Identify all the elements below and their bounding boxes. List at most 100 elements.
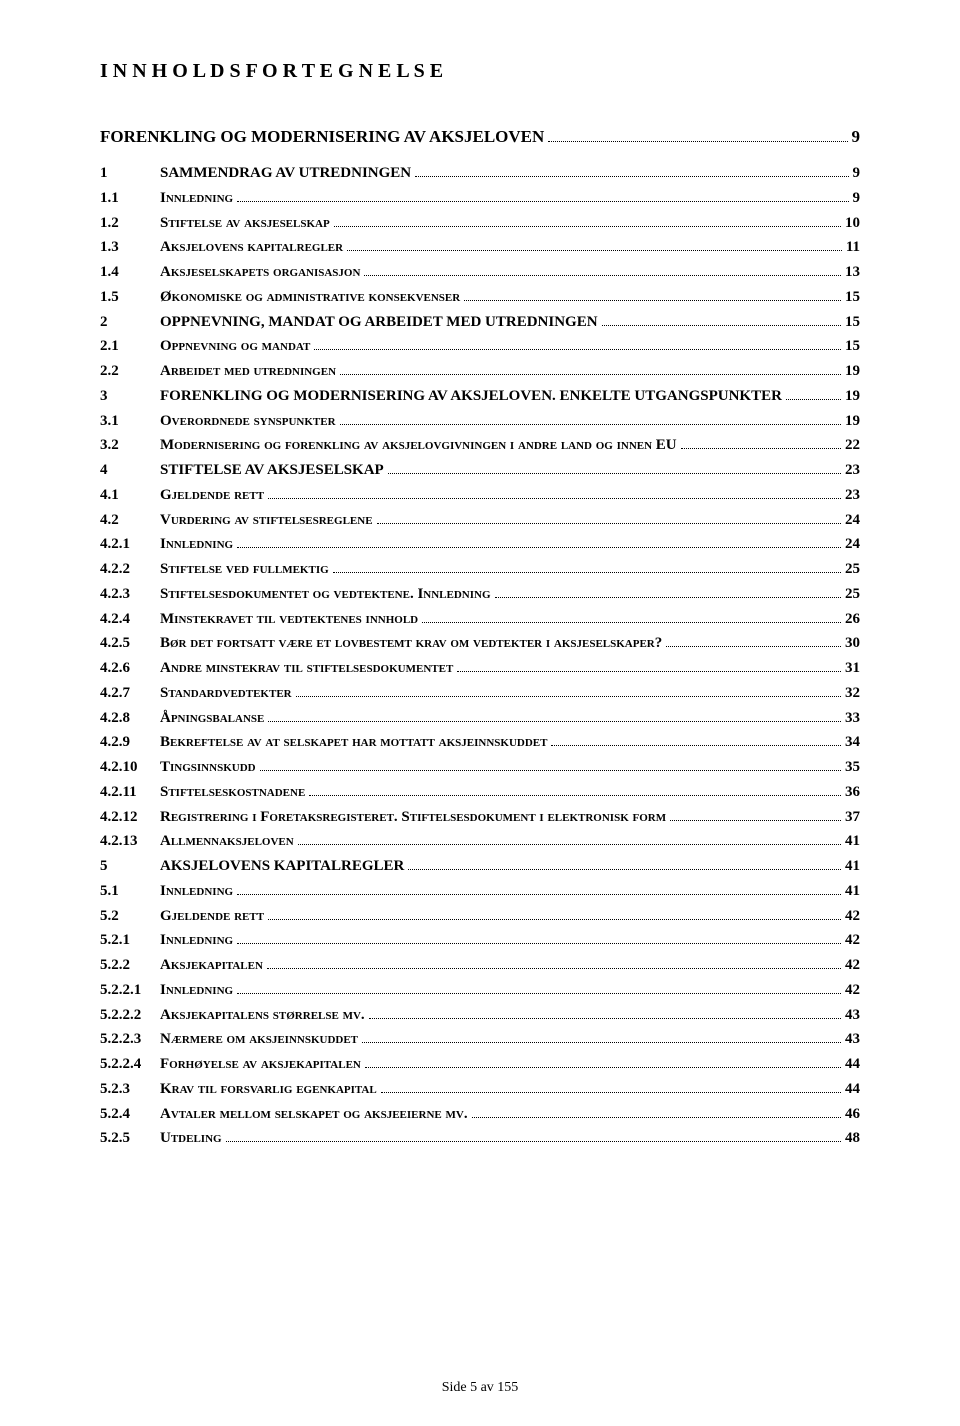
toc-leader — [365, 1067, 841, 1068]
toc-row: 1.3Aksjelovens kapitalregler11 — [100, 235, 860, 260]
toc-leader — [314, 349, 841, 350]
toc-page-number: 36 — [845, 780, 860, 805]
toc-title: Krav til forsvarlig egenkapital — [160, 1077, 377, 1102]
toc-page-number: 35 — [845, 755, 860, 780]
toc-title: Innledning — [160, 186, 233, 211]
toc-number: 5.2.1 — [100, 928, 160, 953]
toc-row: 4.2.13Allmennaksjeloven41 — [100, 829, 860, 854]
toc-row: 4.2.3Stiftelsesdokumentet og vedtektene.… — [100, 582, 860, 607]
toc-row: 1.1Innledning9 — [100, 186, 860, 211]
toc-leader — [237, 993, 841, 994]
toc-row: 4.2.8Åpningsbalanse33 — [100, 706, 860, 731]
toc-row: 5.2.4Avtaler mellom selskapet og aksjeei… — [100, 1102, 860, 1127]
toc-number: 1.3 — [100, 235, 160, 260]
toc-number: 5.2.2.4 — [100, 1052, 160, 1077]
toc-leader — [472, 1117, 841, 1118]
toc-row: 4.2.10Tingsinnskudd35 — [100, 755, 860, 780]
toc-leader — [298, 844, 841, 845]
toc-title: Økonomiske og administrative konsekvense… — [160, 285, 460, 310]
toc-leader — [464, 300, 841, 301]
toc-leader — [340, 374, 841, 375]
toc-leader — [408, 869, 841, 870]
toc-row: 4STIFTELSE AV AKSJESELSKAP23 — [100, 458, 860, 483]
toc-number: 4.2.1 — [100, 532, 160, 557]
toc-leader — [260, 770, 841, 771]
toc-title: Bekreftelse av at selskapet har mottatt … — [160, 730, 547, 755]
toc-page-number: 26 — [845, 607, 860, 632]
toc-row: 3.2Modernisering og forenkling av aksjel… — [100, 433, 860, 458]
toc-page-number: 41 — [845, 829, 860, 854]
toc-number: 1.5 — [100, 285, 160, 310]
toc-page-number: 44 — [845, 1052, 860, 1077]
toc-page-number: 30 — [845, 631, 860, 656]
toc-title: Innledning — [160, 532, 233, 557]
toc-page-number: 22 — [845, 433, 860, 458]
toc-title: Aksjeselskapets organisasjon — [160, 260, 360, 285]
toc-row: 4.2.4Minstekravet til vedtektenes innhol… — [100, 607, 860, 632]
toc-page-number: 41 — [845, 854, 860, 879]
toc-title: Stiftelse ved fullmektig — [160, 557, 329, 582]
toc-leader — [268, 498, 841, 499]
toc-title: Bør det fortsatt være et lovbestemt krav… — [160, 631, 662, 656]
toc-row: 5.2.3Krav til forsvarlig egenkapital44 — [100, 1077, 860, 1102]
toc-title: Stiftelse av aksjeselskap — [160, 211, 330, 236]
section-title-text: FORENKLING OG MODERNISERING AV AKSJELOVE… — [100, 123, 544, 151]
toc-title: Stiftelsesdokumentet og vedtektene. Innl… — [160, 582, 491, 607]
toc-leader — [333, 572, 841, 573]
toc-page-number: 42 — [845, 928, 860, 953]
toc-number: 3.1 — [100, 409, 160, 434]
toc-page-number: 15 — [845, 310, 860, 335]
toc-title: Registrering i Foretaksregisteret. Stift… — [160, 805, 666, 830]
toc-number: 3.2 — [100, 433, 160, 458]
toc-number: 2.1 — [100, 334, 160, 359]
toc-leader — [381, 1092, 841, 1093]
toc-row: 5.2.2.3Nærmere om aksjeinnskuddet43 — [100, 1027, 860, 1052]
toc-row: 4.2.1Innledning 24 — [100, 532, 860, 557]
toc-leader — [334, 226, 841, 227]
toc-page-number: 42 — [845, 904, 860, 929]
toc-leader — [369, 1018, 841, 1019]
toc-row: 2OPPNEVNING, MANDAT OG ARBEIDET MED UTRE… — [100, 310, 860, 335]
toc-number: 5.2.2 — [100, 953, 160, 978]
toc-title: Innledning — [160, 978, 233, 1003]
toc-number: 5.2.4 — [100, 1102, 160, 1127]
toc-leader — [666, 646, 841, 647]
page-footer: Side 5 av 155 — [0, 1380, 960, 1396]
toc-number: 4.2.2 — [100, 557, 160, 582]
toc-title: Utdeling — [160, 1126, 222, 1151]
toc-leader — [347, 250, 842, 251]
table-of-contents: 1SAMMENDRAG AV UTREDNINGEN91.1Innledning… — [100, 161, 860, 1151]
toc-number: 5.2.2.2 — [100, 1003, 160, 1028]
toc-leader — [226, 1141, 841, 1142]
toc-number: 2.2 — [100, 359, 160, 384]
toc-page-number: 9 — [853, 161, 861, 186]
toc-page-number: 25 — [845, 582, 860, 607]
toc-number: 4.2.12 — [100, 805, 160, 830]
toc-title: Oppnevning og mandat — [160, 334, 310, 359]
toc-row: 5.2.5Utdeling48 — [100, 1126, 860, 1151]
toc-number: 5.2 — [100, 904, 160, 929]
toc-page-number: 19 — [845, 384, 860, 409]
toc-row: 5.2.1Innledning 42 — [100, 928, 860, 953]
toc-number: 4.2.7 — [100, 681, 160, 706]
toc-title: STIFTELSE AV AKSJESELSKAP — [160, 458, 384, 483]
toc-title: Innledning — [160, 928, 233, 953]
toc-number: 4.2.11 — [100, 780, 160, 805]
toc-page-number: 42 — [845, 953, 860, 978]
toc-number: 1.2 — [100, 211, 160, 236]
toc-title: Åpningsbalanse — [160, 706, 264, 731]
section-title-row: FORENKLING OG MODERNISERING AV AKSJELOVE… — [100, 123, 860, 151]
toc-number: 5.2.2.1 — [100, 978, 160, 1003]
toc-number: 4.2.5 — [100, 631, 160, 656]
toc-title: Modernisering og forenkling av aksjelovg… — [160, 433, 677, 458]
toc-leader — [422, 622, 841, 623]
toc-leader — [237, 201, 848, 202]
toc-number: 5 — [100, 854, 160, 879]
toc-title: Minstekravet til vedtektenes innhold — [160, 607, 418, 632]
toc-number: 5.1 — [100, 879, 160, 904]
toc-page-number: 24 — [845, 532, 860, 557]
toc-leader — [237, 943, 841, 944]
toc-leader — [388, 473, 841, 474]
toc-leader — [457, 671, 841, 672]
toc-row: 5.2Gjeldende rett42 — [100, 904, 860, 929]
